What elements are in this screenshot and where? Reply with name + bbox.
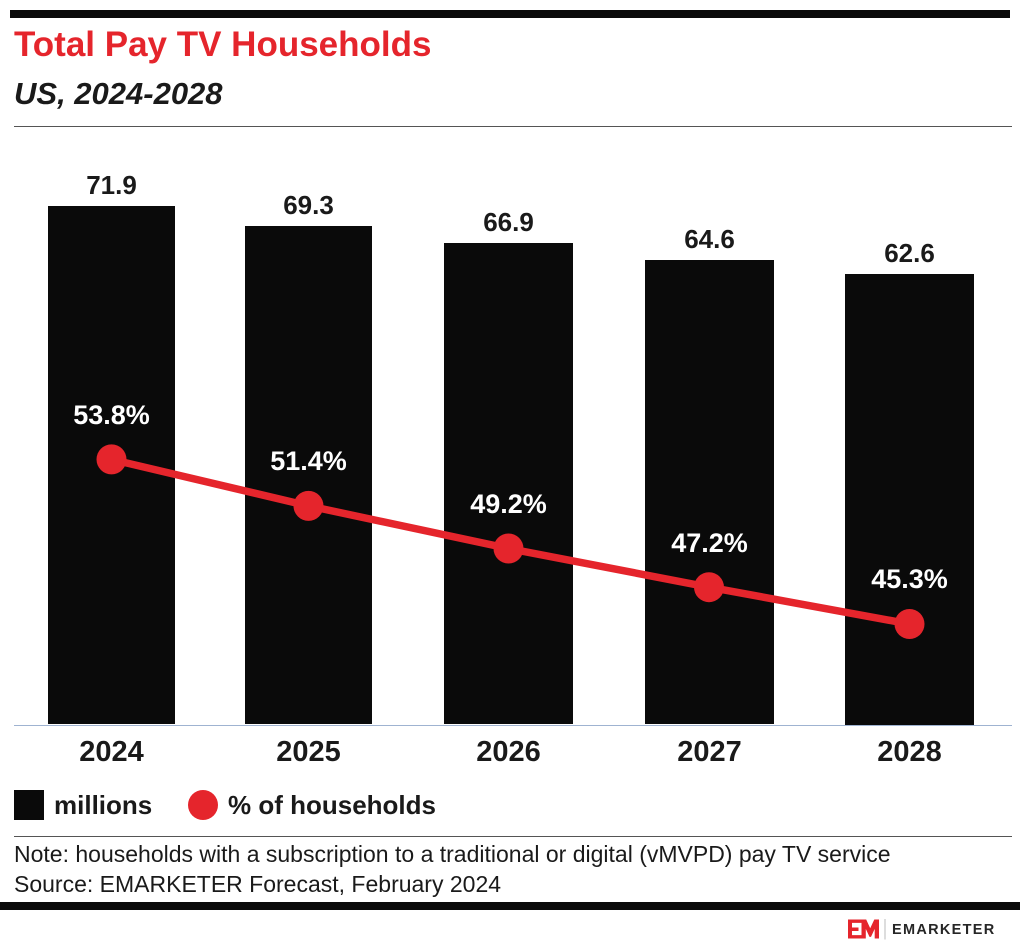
svg-text:EMARKETER: EMARKETER bbox=[892, 922, 996, 938]
